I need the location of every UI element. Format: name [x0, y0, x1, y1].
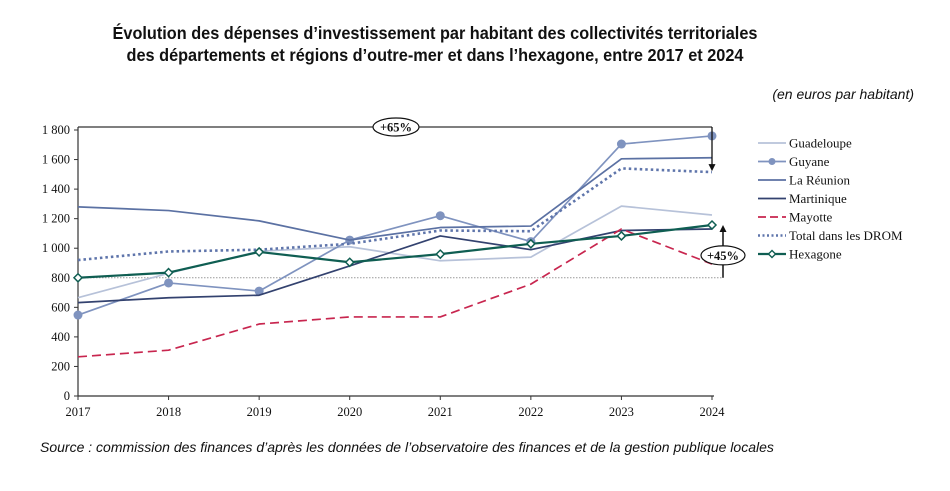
data-point-guyane [616, 139, 626, 149]
annotations-group: +65% +45% [78, 117, 746, 278]
legend-marker-guyane [768, 158, 776, 165]
data-point-guyane [435, 211, 445, 221]
legend-label-total-dans-les-drom: Total dans les DROM [789, 228, 903, 243]
y-tick-label: 1 200 [42, 212, 70, 226]
data-point-hexagone [254, 246, 265, 257]
series-line-martinique [77, 228, 713, 304]
y-tick-label: 200 [51, 359, 70, 373]
legend-label-guadeloupe: Guadeloupe [789, 136, 852, 151]
series-mayotte [77, 228, 713, 358]
y-tick-label: 1 400 [42, 182, 70, 196]
legend-item-guadeloupe: Guadeloupe [758, 136, 852, 151]
series-hexagone [72, 219, 718, 283]
x-tick-label: 2021 [428, 405, 453, 419]
annotation-label-45: +45% [707, 249, 739, 263]
series-martinique [77, 228, 713, 304]
series-line-la-reunion [77, 156, 713, 241]
chart-title-line-2: des départements et régions d’outre-mer … [126, 45, 744, 65]
y-tick-label: 600 [51, 300, 70, 314]
x-tick-label: 2022 [518, 405, 543, 419]
series-group [72, 131, 718, 358]
data-point-hexagone [435, 249, 446, 260]
annotation-bubble-65 [372, 117, 420, 137]
legend-item-guyane: Guyane [758, 154, 830, 169]
series-line-total-dans-les-drom [77, 167, 713, 262]
series-line-mayotte [77, 228, 713, 358]
arrow-head-45 [719, 225, 727, 233]
legend-item-mayotte: Mayotte [758, 210, 833, 225]
y-tick-label: 1 000 [42, 241, 70, 255]
series-guyane [73, 131, 717, 320]
chart-title: Évolution des dépenses d’investissement … [30, 22, 839, 66]
data-point-hexagone [163, 267, 174, 278]
legend-item-total-dans-les-drom: Total dans les DROM [758, 228, 903, 243]
chart-title-line-1: Évolution des dépenses d’investissement … [112, 23, 758, 43]
series-la-reunion [77, 156, 713, 241]
y-tick-label: 800 [51, 271, 70, 285]
data-point-guyane [73, 310, 83, 320]
legend-item-la-reunion: La Réunion [758, 173, 851, 188]
annotation-bubble-45 [700, 245, 746, 266]
legend-label-la-reunion: La Réunion [789, 173, 851, 188]
unit-label: (en euros par habitant) [772, 86, 914, 102]
x-tick-label: 2024 [700, 405, 726, 419]
source-note: Source : commission des finances d’après… [40, 439, 774, 455]
legend-marker-hexagone [767, 249, 777, 259]
axes: 0 200 400 600 800 1 000 1 200 1 400 1 600 1 800 20… [42, 123, 725, 419]
x-tick-label: 2023 [609, 405, 634, 419]
series-line-guyane [77, 135, 713, 316]
y-tick-label: 400 [51, 330, 70, 344]
annotation-label-65: +65% [380, 121, 412, 135]
series-total-dans-les-drom [77, 167, 713, 262]
data-point-hexagone [72, 272, 84, 283]
legend-label-mayotte: Mayotte [789, 210, 833, 225]
legend-item-martinique: Martinique [758, 191, 847, 206]
x-tick-label: 2020 [337, 405, 362, 419]
legend-label-martinique: Martinique [789, 191, 847, 206]
arrow-head-65 [708, 164, 716, 172]
data-point-hexagone [344, 257, 355, 268]
y-tick-label: 0 [64, 389, 70, 403]
x-tick-label: 2018 [156, 405, 181, 419]
legend-item-hexagone: Hexagone [758, 247, 842, 262]
data-point-hexagone [616, 230, 627, 242]
data-point-hexagone [525, 238, 536, 249]
data-point-guyane [164, 278, 174, 288]
x-tick-label: 2017 [66, 405, 91, 419]
y-tick-label: 1 800 [42, 123, 70, 137]
legend-label-hexagone: Hexagone [789, 247, 842, 262]
x-tick-label: 2019 [247, 405, 272, 419]
data-point-guyane [254, 286, 264, 296]
data-point-hexagone [706, 219, 718, 231]
legend-label-guyane: Guyane [789, 154, 830, 169]
y-tick-label: 1 600 [42, 153, 70, 167]
series-line-hexagone [77, 223, 713, 279]
legend: Guadeloupe Guyane La Réunion Martinique Mayo… [758, 136, 903, 262]
